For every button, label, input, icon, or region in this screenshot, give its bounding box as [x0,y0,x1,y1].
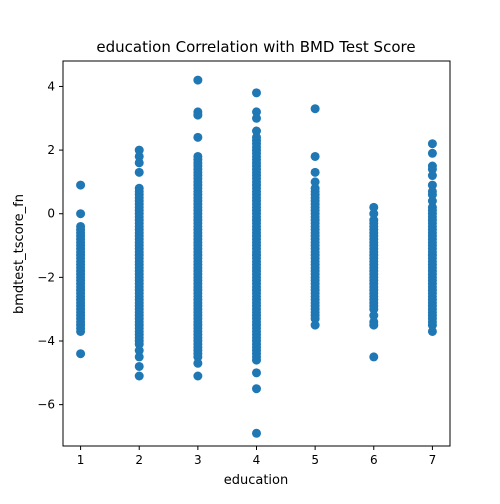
data-point [369,352,379,362]
data-point [193,110,203,120]
data-point [134,361,144,371]
data-point [134,145,144,155]
x-tick-label: 3 [194,453,202,467]
y-tick-label: −4 [37,334,55,348]
x-tick-label: 6 [370,453,378,467]
x-tick-label: 7 [429,453,437,467]
data-point [427,180,437,190]
y-tick-label: 4 [47,79,55,93]
data-point [369,202,379,212]
data-point [369,311,379,321]
data-point [427,326,437,336]
data-point [310,177,320,187]
y-axis-label: bmdtest_tscore_fn [12,194,27,314]
x-tick-label: 5 [311,453,319,467]
data-point [193,358,203,368]
data-point [134,151,144,161]
data-point [134,371,144,381]
data-point [193,371,203,381]
y-tick-label: 2 [47,143,55,157]
x-axis-label: education [224,473,289,488]
chart-title: education Correlation with BMD Test Scor… [96,38,415,56]
data-point [369,304,379,314]
data-point [193,75,203,85]
data-point [427,171,437,181]
data-point [76,326,86,336]
y-tick-label: −2 [37,270,55,284]
data-point [252,384,261,394]
data-point [252,368,261,378]
data-point [76,209,86,219]
data-point [134,167,144,177]
data-point [134,352,144,362]
y-axis: −6 −4 −2 0 2 4 [37,79,63,412]
data-point [310,167,320,177]
data-point [76,349,86,359]
x-axis: 1 2 3 4 5 6 7 [77,446,436,467]
x-tick-label: 4 [253,453,261,467]
data-point [427,139,437,149]
data-point [252,107,261,117]
data-point [193,352,203,362]
data-point [310,151,320,161]
data-point [134,158,144,168]
data-point [252,355,261,365]
data-point [76,180,86,190]
data-point [369,209,379,219]
x-tick-label: 1 [77,453,85,467]
data-point [134,339,144,349]
data-point [427,148,437,158]
data-point [310,104,320,114]
data-point [252,428,261,438]
data-point [427,164,437,174]
plot-area: 1 2 3 4 5 6 7 −6 −4 −2 0 2 4 [37,60,451,467]
points-layer [76,75,437,438]
data-point [427,196,437,206]
data-point [252,113,261,123]
data-point [310,320,320,330]
x-tick-label: 2 [135,453,143,467]
data-point [310,314,320,324]
data-point [252,88,261,98]
y-tick-label: 0 [47,207,55,221]
data-point [134,346,144,356]
data-point [427,320,437,330]
data-point [427,190,437,200]
data-point [252,126,261,136]
y-tick-label: −6 [37,398,55,412]
data-point [369,320,379,330]
data-point [193,132,203,142]
